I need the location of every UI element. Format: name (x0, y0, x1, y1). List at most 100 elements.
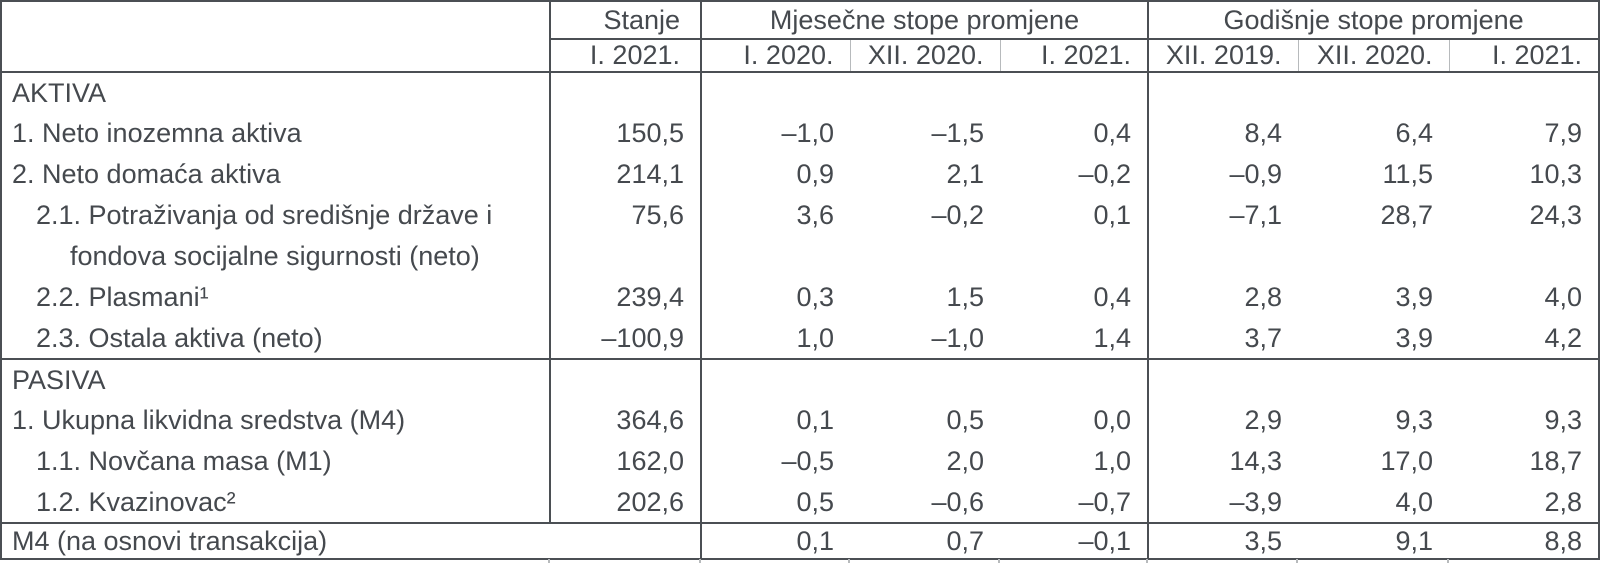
section-label: PASIVA (1, 358, 550, 400)
cell-value: 4,2 (1544, 322, 1583, 353)
row-label: 1. Neto inozemna aktiva (12, 118, 302, 148)
col-header-annual-2: XII. 2020. (1297, 39, 1450, 73)
cell-value: 162,0 (549, 441, 701, 482)
cell-empty (850, 358, 1000, 400)
cell-value: 4,0 (1544, 282, 1583, 312)
cell-value: 0,4 (1093, 282, 1132, 312)
cell-value: 11,5 (1382, 159, 1434, 189)
col-group-annual-rates: Godišnje stope promjene (1147, 1, 1600, 40)
section-label: AKTIVA (12, 77, 107, 108)
cell-value: 0,3 (700, 277, 850, 318)
row-label: 1.2. Kvazinovac² (36, 486, 236, 517)
row-label: 2.1. Potraživanja od središnje države i … (1, 195, 550, 277)
cell-empty (1000, 358, 1149, 400)
cell-value: 9,3 (1395, 405, 1434, 435)
cell-value: –0,9 (1147, 154, 1299, 195)
cell-value: 9,3 (1544, 405, 1583, 435)
cell-value: 8,8 (1449, 522, 1600, 559)
cell-value: 1,0 (700, 318, 850, 359)
cell-value: –0,2 (1078, 159, 1132, 189)
cell-value: 6,4 (1395, 118, 1434, 148)
cell-value: 3,6 (700, 195, 850, 277)
cell-value: 3,9 (1395, 282, 1434, 312)
cell-value: –0,2 (931, 200, 984, 230)
cell-value: 0,5 (700, 482, 850, 523)
cell-value: 2,8 (1544, 486, 1583, 517)
row-label: 2.3. Ostala aktiva (neto) (36, 322, 323, 353)
cell-empty (700, 72, 850, 113)
cell-empty (1449, 358, 1600, 400)
cell-value: –0,6 (931, 486, 984, 517)
cell-value: 0,1 (700, 400, 850, 441)
cell-value: 7,9 (1544, 118, 1583, 148)
row-label-line1: 2.1. Potraživanja od središnje države i (36, 200, 493, 230)
cell-empty (549, 358, 701, 400)
row-label: M4 (na osnovi transakcija) (1, 522, 701, 559)
table-row-novcana-masa: 1.1. Novčana masa (M1) 162,0 –0,5 2,0 1,… (1, 441, 1599, 482)
cell-value: 0,9 (700, 154, 850, 195)
cell-value: 0,0 (1093, 405, 1132, 435)
col-header-annual-3: I. 2021. (1448, 39, 1600, 73)
column-tick (699, 559, 701, 563)
cell-empty (1147, 358, 1299, 400)
col-header-monthly-1: I. 2020. (700, 39, 850, 73)
cell-value: 17,0 (1380, 446, 1434, 476)
cell-empty (1449, 72, 1599, 113)
cell-value: –0,5 (700, 441, 850, 482)
section-row-pasiva: PASIVA (1, 358, 1600, 400)
cell-value: –1,0 (931, 322, 984, 353)
cell-value: –3,9 (1147, 482, 1299, 523)
cell-value: –7,1 (1147, 195, 1299, 277)
section-row-aktiva: AKTIVA (1, 72, 1599, 113)
cell-value: 3,7 (1147, 318, 1299, 359)
cell-empty (700, 358, 850, 400)
cell-value: 0,1 (700, 522, 850, 559)
cell-value: –1,0 (700, 113, 850, 154)
col-header-monthly-2: XII. 2020. (849, 39, 1000, 73)
cell-value: 28,7 (1380, 200, 1434, 230)
cell-value: 2,1 (946, 159, 984, 189)
cell-empty (1298, 72, 1449, 113)
col-header-monthly-3: I. 2021. (999, 39, 1149, 73)
cell-value: –0,7 (1078, 486, 1132, 517)
cell-value: 10,3 (1529, 159, 1583, 189)
col-header-annual-1: XII. 2019. (1147, 39, 1299, 73)
cell-value: 2,8 (1147, 277, 1299, 318)
cell-value: 150,5 (549, 113, 701, 154)
column-tick (1296, 559, 1298, 563)
cell-value: 75,6 (549, 195, 701, 277)
cell-value: 3,9 (1395, 322, 1434, 353)
table-row-potrazivanja: 2.1. Potraživanja od središnje države i … (1, 195, 1599, 277)
row-label-line2: fondova socijalne sigurnosti (neto) (70, 241, 480, 271)
cell-value: 0,4 (1093, 118, 1132, 148)
cell-value: 18,7 (1529, 446, 1583, 476)
cell-value: 239,4 (549, 277, 701, 318)
cell-value: 14,3 (1147, 441, 1299, 482)
cell-empty (1298, 358, 1450, 400)
cell-value: 202,6 (549, 482, 701, 523)
header-row-periods: I. 2021. I. 2020. XII. 2020. I. 2021. XI… (1, 39, 1600, 73)
cell-value: 1,0 (1093, 446, 1132, 476)
cell-value: –0,1 (1000, 522, 1149, 559)
column-tick (1146, 559, 1148, 563)
row-label: 2.2. Plasmani¹ (36, 282, 209, 312)
cell-empty (850, 72, 1000, 113)
cell-value: 1,5 (946, 282, 984, 312)
row-label: 2. Neto domaća aktiva (12, 159, 281, 189)
cell-value: 9,1 (1298, 522, 1450, 559)
table-row-neto-inozemna-aktiva: 1. Neto inozemna aktiva 150,5 –1,0 –1,5 … (1, 113, 1599, 154)
column-tick (998, 559, 1000, 563)
header-row-groups: Stanje Mjesečne stope promjene Godišnje … (1, 1, 1600, 73)
table-row-ostala-aktiva: 2.3. Ostala aktiva (neto) –100,9 1,0 –1,… (1, 318, 1599, 359)
col-header-stanje: Stanje (549, 1, 701, 40)
column-tick (1447, 559, 1449, 563)
cell-value: 1,4 (1093, 322, 1132, 353)
cell-value: 0,5 (946, 405, 984, 435)
cell-value: –100,9 (549, 318, 701, 359)
cell-value: 0,7 (850, 522, 1000, 559)
corner-cell (1, 1, 550, 73)
cell-empty (1147, 72, 1299, 113)
table-row-kvazinovac: 1.2. Kvazinovac² 202,6 0,5 –0,6 –0,7 –3,… (1, 482, 1599, 523)
